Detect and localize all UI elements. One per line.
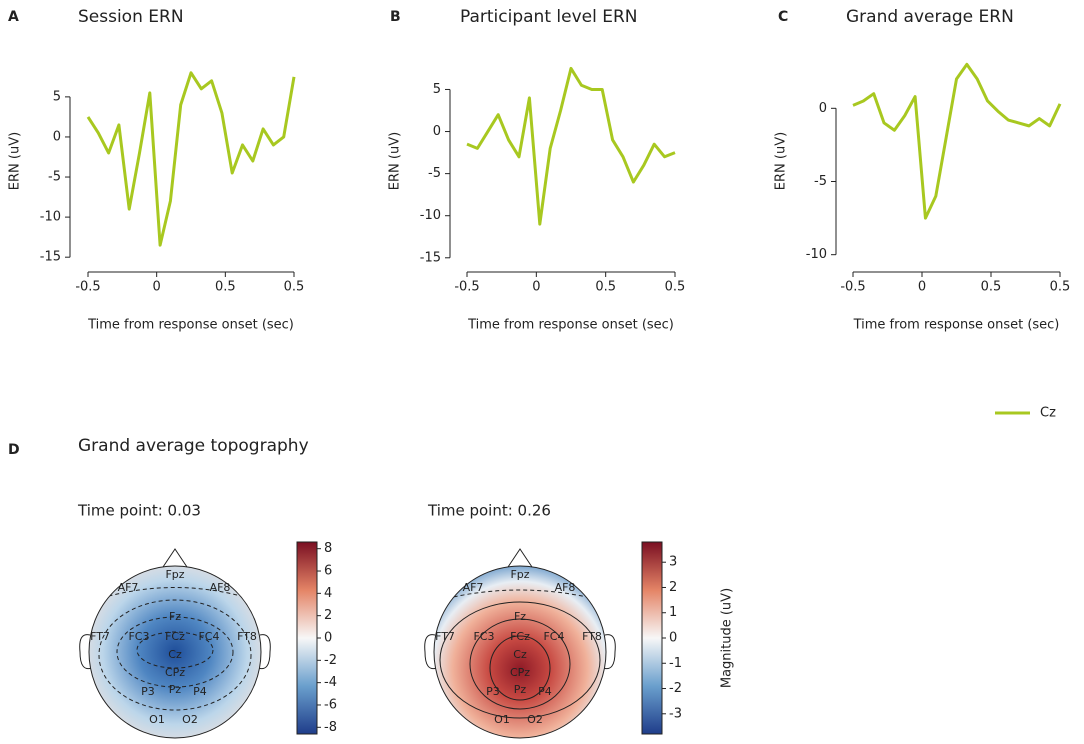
electrode-label: Fpz xyxy=(510,568,529,581)
colorbar-tick-label: -4 xyxy=(324,675,337,690)
x-tick-label: 0.5 xyxy=(284,280,305,295)
y-tick-label: -10 xyxy=(806,247,827,262)
y-axis-label: ERN (uV) xyxy=(774,132,789,190)
y-tick-label: 5 xyxy=(433,82,441,97)
electrode-label: P3 xyxy=(486,685,500,698)
x-tick-label: 0 xyxy=(153,280,161,295)
electrode-label: FCz xyxy=(165,630,185,643)
y-tick-label: 0 xyxy=(433,124,441,139)
x-tick-label: 0.5 xyxy=(215,280,236,295)
colorbar-label: Magnitude (uV) xyxy=(720,588,735,688)
electrode-label: Fz xyxy=(169,610,181,623)
y-tick-label: -5 xyxy=(48,170,61,185)
electrode-label: O2 xyxy=(182,713,198,726)
chart-title: Participant level ERN xyxy=(460,7,638,27)
electrode-label: FC4 xyxy=(198,630,219,643)
colorbar-tick-label: -1 xyxy=(669,656,682,671)
electrode-label: FT7 xyxy=(90,630,110,643)
electrode-label: Pz xyxy=(514,683,527,696)
y-axis-label: ERN (uV) xyxy=(388,132,403,190)
y-tick-label: 5 xyxy=(53,89,61,104)
x-tick-label: 0.5 xyxy=(595,280,616,295)
electrode-label: AF7 xyxy=(118,581,139,594)
electrode-label: O1 xyxy=(494,713,510,726)
electrode-label: Pz xyxy=(169,683,182,696)
panel-title: Grand average topography xyxy=(78,436,309,456)
chart-title: Grand average ERN xyxy=(846,7,1014,27)
y-tick-label: -10 xyxy=(420,208,441,223)
electrode-label: Fz xyxy=(514,610,526,623)
electrode-label: AF8 xyxy=(210,581,231,594)
electrode-label: AF8 xyxy=(555,581,576,594)
colorbar-tick-label: 6 xyxy=(324,564,332,579)
line-series xyxy=(86,71,296,247)
y-tick-label: -10 xyxy=(40,210,61,225)
panel-label: A xyxy=(8,9,19,25)
electrode-label: FC4 xyxy=(543,630,564,643)
colorbar-tick-label: -3 xyxy=(669,706,682,721)
y-tick-label: 0 xyxy=(819,101,827,116)
y-tick-label: 0 xyxy=(53,129,61,144)
x-tick-label: -0.5 xyxy=(454,280,479,295)
x-tick-label: -0.5 xyxy=(840,280,865,295)
electrode-label: FCz xyxy=(510,630,530,643)
panel-label: C xyxy=(778,9,788,25)
colorbar-tick-label: -6 xyxy=(324,697,337,712)
colorbar-tick-label: 1 xyxy=(669,605,677,620)
electrode-label: FT8 xyxy=(237,630,257,643)
electrode-label: Fpz xyxy=(165,568,184,581)
electrode-label: P4 xyxy=(193,685,207,698)
x-tick-label: 0.5 xyxy=(981,280,1002,295)
legend-label: Cz xyxy=(1040,406,1056,421)
panel-label: B xyxy=(390,9,401,25)
colorbar xyxy=(296,541,318,735)
colorbar-tick-label: 8 xyxy=(324,541,332,556)
head-2 xyxy=(424,548,616,739)
colorbar-tick-label: 4 xyxy=(324,586,332,601)
colorbar xyxy=(641,541,663,735)
colorbar-tick-label: 2 xyxy=(324,608,332,623)
electrode-label: FC3 xyxy=(128,630,149,643)
y-axis-label: ERN (uV) xyxy=(8,132,23,190)
electrode-label: P3 xyxy=(141,685,155,698)
x-axis-label: Time from response onset (sec) xyxy=(467,318,674,333)
colorbar-tick-label: 2 xyxy=(669,580,677,595)
x-tick-label: 0 xyxy=(918,280,926,295)
x-axis-label: Time from response onset (sec) xyxy=(853,318,1060,333)
electrode-label: Cz xyxy=(168,648,182,661)
colorbar-tick-label: 0 xyxy=(669,631,677,646)
electrode-label: Cz xyxy=(513,648,527,661)
electrode-label: AF7 xyxy=(463,581,484,594)
electrode-label: P4 xyxy=(538,685,552,698)
colorbar-tick-label: -2 xyxy=(324,653,337,668)
head-1 xyxy=(79,548,271,739)
x-tick-label: 0.5 xyxy=(1050,280,1071,295)
x-tick-label: -0.5 xyxy=(75,280,100,295)
colorbar-tick-label: 3 xyxy=(669,555,677,570)
y-tick-label: -15 xyxy=(40,250,61,265)
x-tick-label: 0 xyxy=(532,280,540,295)
colorbar-tick-label: -2 xyxy=(669,681,682,696)
electrode-label: FC3 xyxy=(473,630,494,643)
y-tick-label: -5 xyxy=(814,174,827,189)
map-title: Time point: 0.03 xyxy=(77,502,201,520)
x-axis-label: Time from response onset (sec) xyxy=(87,318,294,333)
chart-title: Session ERN xyxy=(78,7,184,27)
panel-label: D xyxy=(8,442,20,458)
electrode-label: FT7 xyxy=(435,630,455,643)
line-series xyxy=(852,62,1062,220)
electrode-label: O2 xyxy=(527,713,543,726)
y-tick-label: -15 xyxy=(420,250,441,265)
colorbar-tick-label: -8 xyxy=(324,720,337,735)
map-title: Time point: 0.26 xyxy=(427,502,551,520)
y-tick-label: -5 xyxy=(428,166,441,181)
electrode-label: CPz xyxy=(165,666,185,679)
electrode-label: FT8 xyxy=(582,630,602,643)
x-tick-label: 0.5 xyxy=(665,280,686,295)
colorbar-tick-label: 0 xyxy=(324,631,332,646)
electrode-label: CPz xyxy=(510,666,530,679)
electrode-label: O1 xyxy=(149,713,165,726)
line-series xyxy=(466,66,676,226)
